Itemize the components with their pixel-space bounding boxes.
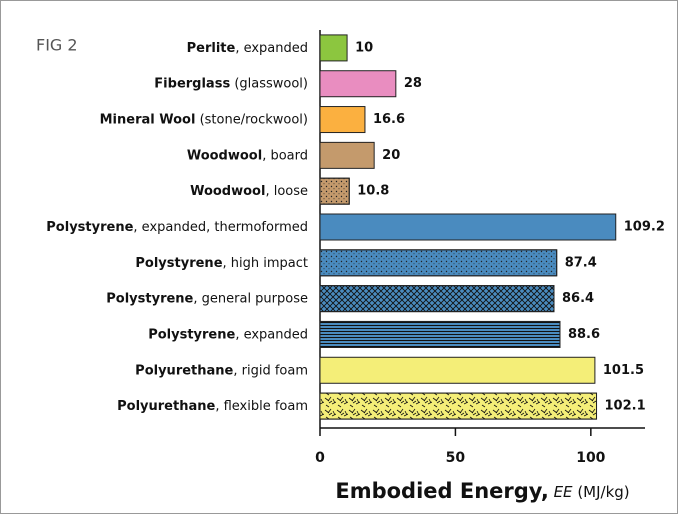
bar-pattern <box>319 285 555 313</box>
bar-pattern <box>319 177 350 205</box>
x-tick-label: 100 <box>576 450 605 466</box>
x-axis-title: Embodied Energy, EE (MJ/kg) <box>335 479 629 503</box>
y-tick-label: Polyurethane, flexible foam <box>117 399 308 414</box>
y-tick-label: Woodwool, board <box>187 148 308 163</box>
value-label: 102.1 <box>605 399 646 414</box>
bar <box>319 356 596 384</box>
value-label: 101.5 <box>603 363 644 378</box>
value-label: 10 <box>355 40 373 55</box>
y-tick-label: Polystyrene, high impact <box>135 255 308 270</box>
bar-pattern <box>319 320 561 348</box>
value-label: 109.2 <box>624 220 665 235</box>
y-tick-label: Polyurethane, rigid foam <box>135 363 308 378</box>
bar <box>319 141 375 169</box>
x-tick-label: 0 <box>315 450 325 466</box>
value-label: 20 <box>382 148 400 163</box>
bar-pattern <box>319 249 558 277</box>
y-tick-label: Woodwool, loose <box>190 184 308 199</box>
fig-label: FIG 2 <box>36 36 78 55</box>
y-tick-label: Polystyrene, expanded, thermoformed <box>46 220 308 235</box>
value-label: 10.8 <box>357 184 389 199</box>
bar-pattern <box>319 392 598 420</box>
value-label: 86.4 <box>562 291 594 306</box>
bar <box>319 106 366 134</box>
bar <box>319 34 348 62</box>
bar <box>319 70 397 98</box>
y-tick-label: Polystyrene, expanded <box>148 327 308 342</box>
value-label: 88.6 <box>568 327 600 342</box>
bar <box>319 213 617 241</box>
value-label: 87.4 <box>565 255 597 270</box>
y-tick-label: Perlite, expanded <box>187 40 308 55</box>
x-tick-label: 50 <box>446 450 466 466</box>
y-tick-label: Fiberglass (glasswool) <box>154 76 308 91</box>
value-label: 16.6 <box>373 112 405 127</box>
value-label: 28 <box>404 76 422 91</box>
y-tick-label: Polystyrene, general purpose <box>106 291 308 306</box>
y-tick-label: Mineral Wool (stone/rockwool) <box>100 112 308 127</box>
